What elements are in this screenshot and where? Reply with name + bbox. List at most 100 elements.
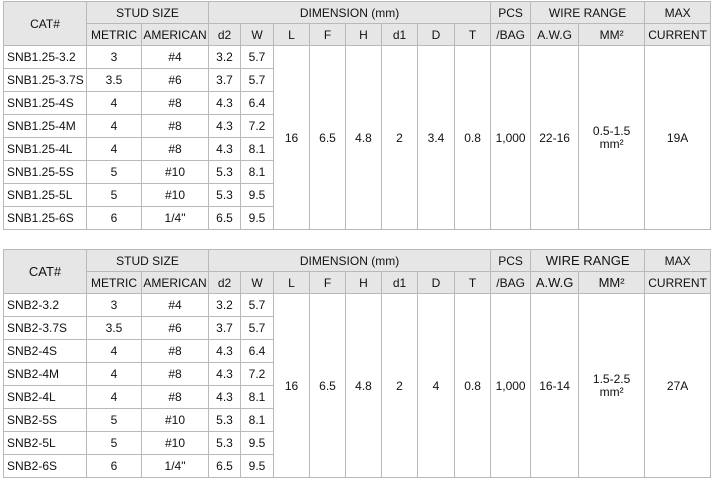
cat-number: SNB1.25-4L	[3, 137, 87, 161]
header-row-1: CAT# STUD SIZE DIMENSION (mm) PCS WIRE R…	[3, 1, 712, 46]
american-cell: #8	[140, 91, 210, 115]
header-w: W	[240, 23, 275, 46]
table-row: SNB1.25-5L 5 #10 5.3 9.5	[3, 183, 711, 207]
w-cell: 9.5	[240, 431, 275, 455]
table-row: SNB2-5L 5 #10 5.3 9.5	[3, 431, 711, 455]
header-cat: CAT#	[3, 1, 87, 46]
pcs-cell: 1,000	[490, 45, 532, 230]
header-h: H	[345, 271, 383, 294]
w-cell: 6.4	[240, 91, 275, 115]
d2-cell: 4.3	[208, 91, 242, 115]
header-f: F	[309, 271, 347, 294]
header-dimension: DIMENSION (mm)	[208, 249, 492, 272]
d2-cell: 6.5	[208, 206, 242, 230]
header-l: L	[273, 23, 311, 46]
d-cell: 3.4	[417, 45, 456, 230]
header-row-2: METRIC AMERICAN d2 W L F H d1 D T /BAG A…	[4, 271, 712, 294]
awg-cell: 22-16	[530, 45, 580, 230]
w-cell: 8.1	[240, 385, 275, 409]
w-cell: 5.7	[240, 45, 275, 69]
metric-cell: 3.5	[86, 68, 142, 92]
american-cell: #10	[140, 408, 210, 432]
h-cell: 4.8	[345, 45, 383, 230]
mm2-cell: 0.5-1.5 mm²	[578, 45, 646, 230]
mm2-unit: mm²	[599, 384, 624, 399]
t-cell: 0.8	[454, 293, 492, 478]
d2-cell: 5.3	[208, 408, 242, 432]
header-current: CURRENT	[644, 23, 712, 46]
american-cell: #10	[140, 431, 210, 455]
metric-cell: 4	[86, 339, 142, 363]
pcs-cell: 1,000	[490, 293, 532, 478]
w-cell: 9.5	[240, 454, 275, 478]
header-cat: CAT#	[3, 249, 87, 294]
header-d: D	[417, 23, 456, 46]
metric-cell: 5	[86, 408, 142, 432]
l-cell: 16	[273, 293, 311, 478]
table-row: SNB1.25-4L 4 #8 4.3 8.1	[3, 137, 711, 161]
header-row-2: METRIC AMERICAN d2 W L F H d1 D T /BAG A…	[4, 23, 712, 46]
d-cell: 4	[417, 293, 456, 478]
metric-cell: 4	[86, 91, 142, 115]
header-pcs: PCS	[490, 249, 532, 272]
w-cell: 5.7	[240, 316, 275, 340]
d2-cell: 4.3	[208, 385, 242, 409]
l-cell: 16	[273, 45, 311, 230]
header-bag: /BAG	[490, 23, 532, 46]
d2-cell: 6.5	[208, 454, 242, 478]
cat-number: SNB2-5S	[3, 408, 87, 432]
american-cell: #8	[140, 362, 210, 386]
header-d: D	[417, 271, 456, 294]
american-cell: 1/4"	[140, 206, 210, 230]
w-cell: 8.1	[240, 160, 275, 184]
table-row: SNB2-4M 4 #8 4.3 7.2	[3, 362, 711, 386]
header-f: F	[309, 23, 347, 46]
header-w: W	[240, 271, 275, 294]
table-row: SNB2-3.2 3 #4 3.2 5.7 16 6.5 4.8 2 4 0.8…	[3, 293, 712, 478]
header-metric: METRIC	[86, 23, 142, 46]
header-max: MAX	[644, 249, 712, 272]
american-cell: #4	[140, 45, 210, 69]
cat-number: SNB1.25-4M	[3, 114, 87, 138]
cat-number: SNB1.25-6S	[3, 206, 87, 230]
american-cell: #4	[140, 293, 210, 317]
header-current: CURRENT	[644, 271, 712, 294]
header-bag: /BAG	[490, 271, 532, 294]
american-cell: #6	[140, 68, 210, 92]
spec-table-snb1-25: CAT# STUD SIZE DIMENSION (mm) PCS WIRE R…	[3, 1, 712, 230]
header-row-1: CAT# STUD SIZE DIMENSION (mm) PCS WIRE R…	[3, 249, 712, 294]
american-cell: #8	[140, 339, 210, 363]
d2-cell: 5.3	[208, 183, 242, 207]
american-cell: 1/4"	[140, 454, 210, 478]
table-row: SNB2-6S 6 1/4" 6.5 9.5	[3, 454, 711, 478]
header-wire-range: WIRE RANGE	[530, 1, 646, 24]
header-d1: d1	[381, 23, 419, 46]
d1-cell: 2	[381, 45, 419, 230]
mm2-range: 1.5-2.5	[592, 371, 631, 386]
w-cell: 5.7	[240, 293, 275, 317]
cat-number: SNB2-5L	[3, 431, 87, 455]
w-cell: 7.2	[240, 114, 275, 138]
table-row: SNB1.25-3.7S 3.5 #6 3.7 5.7	[3, 68, 711, 92]
header-d1: d1	[381, 271, 419, 294]
header-t: T	[454, 23, 492, 46]
metric-cell: 4	[86, 137, 142, 161]
metric-cell: 5	[86, 431, 142, 455]
cat-number: SNB2-3.2	[3, 293, 87, 317]
d1-cell: 2	[381, 293, 419, 478]
header-mm2: MM²	[578, 271, 646, 294]
t-cell: 0.8	[454, 45, 492, 230]
header-l: L	[273, 271, 311, 294]
metric-cell: 6	[86, 206, 142, 230]
w-cell: 8.1	[240, 137, 275, 161]
cat-number: SNB2-6S	[3, 454, 87, 478]
w-cell: 8.1	[240, 408, 275, 432]
mm2-unit: mm²	[599, 136, 624, 151]
f-cell: 6.5	[309, 293, 347, 478]
metric-cell: 5	[86, 160, 142, 184]
table-row: SNB1.25-5S 5 #10 5.3 8.1	[3, 160, 711, 184]
d2-cell: 4.3	[208, 362, 242, 386]
d2-cell: 4.3	[208, 137, 242, 161]
header-american: AMERICAN	[140, 271, 210, 294]
header-t: T	[454, 271, 492, 294]
